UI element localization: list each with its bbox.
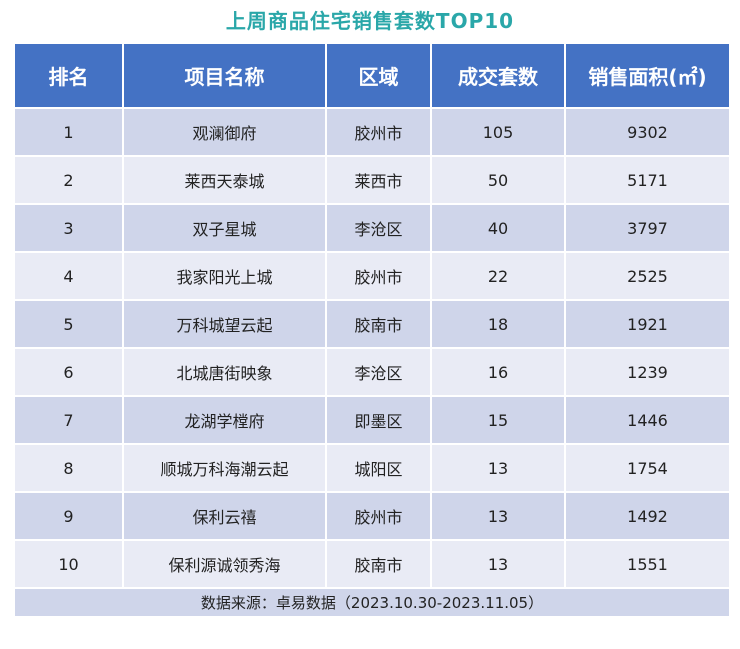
cell-project-name: 万科城望云起 xyxy=(122,299,327,349)
table-row: 7 龙湖学樘府 即墨区 15 1446 xyxy=(13,395,731,445)
cell-project-name: 顺城万科海潮云起 xyxy=(122,443,327,493)
table-row: 1 观澜御府 胶州市 105 9302 xyxy=(13,107,731,157)
cell-project-name: 龙湖学樘府 xyxy=(122,395,327,445)
header-project-name: 项目名称 xyxy=(122,42,327,109)
cell-rank: 2 xyxy=(13,155,124,205)
cell-sales-area: 1551 xyxy=(564,539,731,589)
cell-rank: 5 xyxy=(13,299,124,349)
cell-district: 莱西市 xyxy=(325,155,432,205)
cell-units-sold: 16 xyxy=(430,347,566,397)
cell-sales-area: 1239 xyxy=(564,347,731,397)
cell-units-sold: 50 xyxy=(430,155,566,205)
cell-project-name: 保利源诚领秀海 xyxy=(122,539,327,589)
table-row: 10 保利源诚领秀海 胶南市 13 1551 xyxy=(13,539,731,589)
cell-units-sold: 13 xyxy=(430,491,566,541)
cell-project-name: 莱西天泰城 xyxy=(122,155,327,205)
cell-sales-area: 1446 xyxy=(564,395,731,445)
cell-sales-area: 5171 xyxy=(564,155,731,205)
cell-project-name: 我家阳光上城 xyxy=(122,251,327,301)
header-sales-area: 销售面积(㎡) xyxy=(564,42,731,109)
cell-sales-area: 1921 xyxy=(564,299,731,349)
cell-sales-area: 1492 xyxy=(564,491,731,541)
cell-rank: 8 xyxy=(13,443,124,493)
cell-sales-area: 1754 xyxy=(564,443,731,493)
table-footer-row: 数据来源：卓易数据（2023.10.30-2023.11.05） xyxy=(13,587,731,618)
cell-rank: 10 xyxy=(13,539,124,589)
header-rank: 排名 xyxy=(13,42,124,109)
data-source-note: 数据来源：卓易数据（2023.10.30-2023.11.05） xyxy=(13,587,731,618)
cell-district: 胶南市 xyxy=(325,539,432,589)
table-row: 2 莱西天泰城 莱西市 50 5171 xyxy=(13,155,731,205)
cell-rank: 7 xyxy=(13,395,124,445)
cell-project-name: 观澜御府 xyxy=(122,107,327,157)
cell-district: 城阳区 xyxy=(325,443,432,493)
table-header-row: 排名 项目名称 区域 成交套数 销售面积(㎡) xyxy=(13,42,731,109)
cell-rank: 3 xyxy=(13,203,124,253)
cell-project-name: 双子星城 xyxy=(122,203,327,253)
cell-units-sold: 22 xyxy=(430,251,566,301)
cell-district: 李沧区 xyxy=(325,347,432,397)
table-row: 9 保利云禧 胶州市 13 1492 xyxy=(13,491,731,541)
cell-units-sold: 40 xyxy=(430,203,566,253)
cell-units-sold: 13 xyxy=(430,539,566,589)
cell-rank: 1 xyxy=(13,107,124,157)
table-row: 4 我家阳光上城 胶州市 22 2525 xyxy=(13,251,731,301)
cell-sales-area: 2525 xyxy=(564,251,731,301)
cell-district: 胶州市 xyxy=(325,251,432,301)
cell-district: 胶南市 xyxy=(325,299,432,349)
cell-units-sold: 18 xyxy=(430,299,566,349)
cell-units-sold: 105 xyxy=(430,107,566,157)
cell-project-name: 北城唐街映象 xyxy=(122,347,327,397)
table-row: 8 顺城万科海潮云起 城阳区 13 1754 xyxy=(13,443,731,493)
header-district: 区域 xyxy=(325,42,432,109)
cell-district: 胶州市 xyxy=(325,491,432,541)
cell-units-sold: 13 xyxy=(430,443,566,493)
page-title: 上周商品住宅销售套数TOP10 xyxy=(225,9,515,33)
cell-rank: 6 xyxy=(13,347,124,397)
cell-district: 胶州市 xyxy=(325,107,432,157)
cell-sales-area: 3797 xyxy=(564,203,731,253)
cell-project-name: 保利云禧 xyxy=(122,491,327,541)
cell-units-sold: 15 xyxy=(430,395,566,445)
cell-district: 李沧区 xyxy=(325,203,432,253)
table-row: 6 北城唐街映象 李沧区 16 1239 xyxy=(13,347,731,397)
cell-rank: 4 xyxy=(13,251,124,301)
sales-ranking-table: 排名 项目名称 区域 成交套数 销售面积(㎡) 1 观澜御府 胶州市 105 9… xyxy=(13,42,731,618)
cell-sales-area: 9302 xyxy=(564,107,731,157)
header-units-sold: 成交套数 xyxy=(430,42,566,109)
cell-district: 即墨区 xyxy=(325,395,432,445)
cell-rank: 9 xyxy=(13,491,124,541)
table-row: 3 双子星城 李沧区 40 3797 xyxy=(13,203,731,253)
table-row: 5 万科城望云起 胶南市 18 1921 xyxy=(13,299,731,349)
